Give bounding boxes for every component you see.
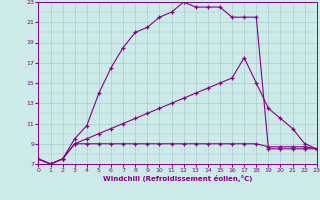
X-axis label: Windchill (Refroidissement éolien,°C): Windchill (Refroidissement éolien,°C): [103, 175, 252, 182]
